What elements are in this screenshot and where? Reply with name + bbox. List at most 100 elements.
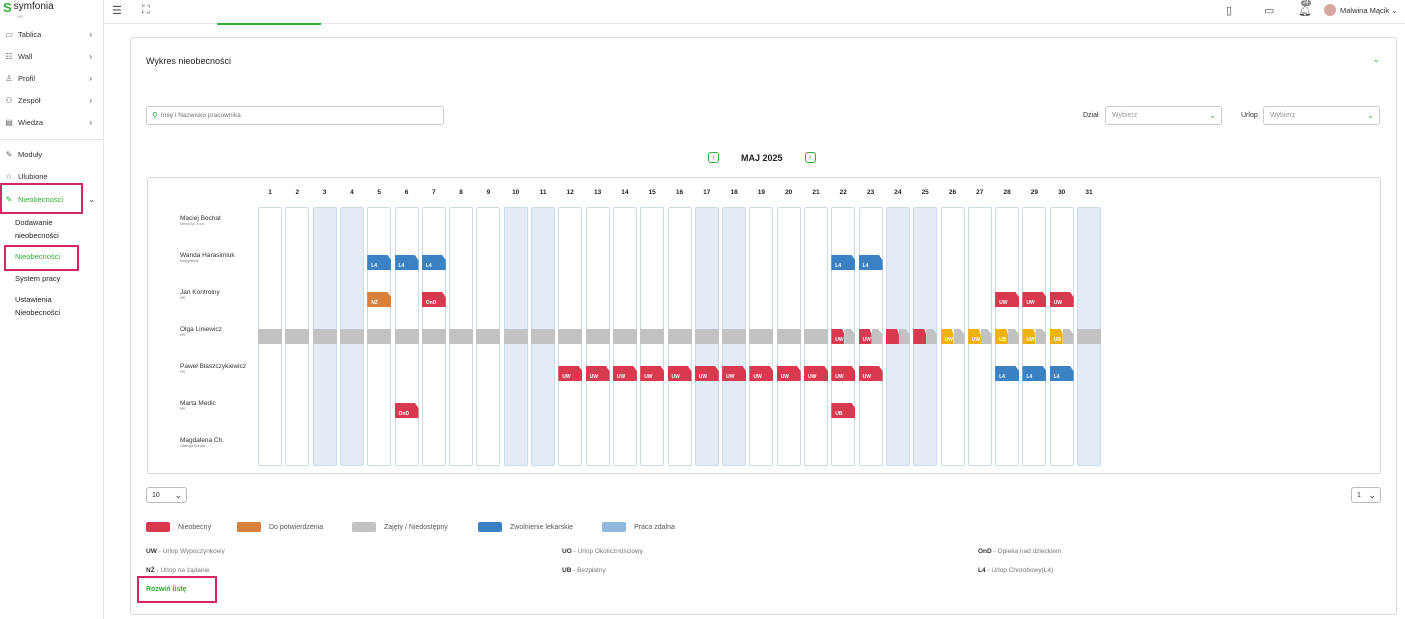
page-select[interactable]: 1 ⌄ (1351, 487, 1381, 503)
sidebar-item-wiedza[interactable]: ▤ Wiedza › (0, 114, 104, 130)
message-icon[interactable]: ▭ (1264, 5, 1275, 17)
dept-select[interactable]: Wybierz ⌄ (1105, 106, 1222, 125)
prev-month-button[interactable]: ‹ (708, 152, 719, 163)
search-input[interactable] (160, 112, 431, 119)
absence-bar[interactable]: L4 (858, 255, 883, 270)
absence-bar[interactable]: UW (640, 366, 665, 381)
absence-bar[interactable] (667, 329, 692, 344)
absence-bar[interactable] (1062, 329, 1074, 344)
sidebar-item-nieobecnosci[interactable]: ✎ Nieobecności ⌄ (0, 191, 104, 207)
absence-bar[interactable] (558, 329, 583, 344)
bell-icon[interactable]: 🔔︎ (1298, 5, 1312, 17)
absence-bar[interactable] (585, 329, 610, 344)
absence-bar[interactable]: L4 (367, 255, 392, 270)
absence-bar[interactable]: UW (831, 329, 845, 344)
absence-bar[interactable]: UB (995, 329, 1009, 344)
sidebar-item-zespol[interactable]: ⚇ Zespół › (0, 92, 104, 108)
absence-bar[interactable]: UW (585, 366, 610, 381)
sidebar-divider (0, 139, 103, 140)
sidebar-item-ulubione[interactable]: ☆ Ulubione (0, 168, 104, 184)
absence-bar[interactable]: OnD (394, 403, 419, 418)
subitem-ustawienia[interactable]: Ustawienia Nieobecności (15, 295, 61, 317)
absence-bar[interactable] (367, 329, 392, 344)
absence-bar[interactable]: UB (1049, 329, 1063, 344)
page-size-select[interactable]: 10 ⌄ (146, 487, 187, 503)
absence-bar[interactable] (612, 329, 637, 344)
absence-bar[interactable] (885, 329, 899, 344)
absence-bar[interactable] (449, 329, 474, 344)
absence-bar[interactable]: UW (1022, 329, 1036, 344)
absence-bar[interactable] (312, 329, 337, 344)
absence-bar[interactable]: UW (612, 366, 637, 381)
absence-bar[interactable]: UW (858, 329, 872, 344)
absence-bar[interactable] (1077, 329, 1101, 344)
absence-bar[interactable]: UW (804, 366, 828, 381)
absence-bar[interactable]: NŻ (367, 292, 392, 307)
absence-bar[interactable] (339, 329, 364, 344)
absence-bar[interactable]: UW (749, 366, 774, 381)
absence-bar[interactable] (926, 329, 938, 344)
sidebar-item-moduly[interactable]: ✎ Moduły (0, 146, 104, 162)
absence-bar[interactable] (531, 329, 555, 344)
sidebar-item-tablica[interactable]: ▭ Tablica › (0, 26, 104, 42)
absence-bar[interactable]: UW (858, 366, 883, 381)
fullscreen-icon[interactable]: ⛶ (142, 4, 150, 16)
absence-bar[interactable] (503, 329, 528, 344)
abbr-desc: - Urlop Wypoczynkowy (156, 548, 225, 555)
absence-bar[interactable] (913, 329, 927, 344)
absence-bar[interactable] (844, 329, 856, 344)
absence-bar[interactable] (694, 329, 719, 344)
absence-bar[interactable]: UB (831, 403, 856, 418)
clipboard-icon[interactable]: ▯ (1226, 5, 1233, 17)
absence-bar[interactable]: L4 (421, 255, 446, 270)
absence-bar[interactable] (394, 329, 419, 344)
sidebar-item-wall[interactable]: ☷ Wall › (0, 48, 104, 64)
employee-search[interactable]: ⚲ (146, 106, 444, 125)
absence-bar[interactable]: L4 (831, 255, 856, 270)
absence-bar[interactable] (980, 329, 992, 344)
absence-bar[interactable]: UW (995, 292, 1020, 307)
absence-bar[interactable] (640, 329, 665, 344)
leave-select[interactable]: Wybierz ⌄ (1263, 106, 1380, 125)
absence-bar[interactable] (871, 329, 883, 344)
chevron-right-icon: › (89, 117, 92, 127)
absence-bar[interactable] (749, 329, 774, 344)
expand-list-link[interactable]: Rozwiń listę (146, 586, 187, 593)
absence-bar[interactable]: L4 (394, 255, 419, 270)
symfonia-logo[interactable]: S symfonia HR (3, 1, 54, 20)
hamburger-menu-icon[interactable]: ☰ (112, 5, 122, 17)
absence-bar[interactable]: UW (831, 366, 856, 381)
absence-bar[interactable]: L4 (1022, 366, 1047, 381)
absence-bar[interactable] (258, 329, 282, 344)
absence-bar[interactable]: UW (722, 366, 747, 381)
absence-bar[interactable] (285, 329, 310, 344)
sidebar-item-label: Profil (18, 73, 36, 83)
absence-bar[interactable] (804, 329, 828, 344)
absence-bar[interactable]: OnD (421, 292, 446, 307)
absence-bar[interactable]: UW (940, 329, 954, 344)
absence-bar[interactable]: UW (558, 366, 583, 381)
absence-bar[interactable] (1035, 329, 1047, 344)
absence-bar[interactable]: UW (1049, 292, 1074, 307)
subitem-nieobecnosci[interactable]: Nieobecności (15, 252, 61, 261)
absence-bar[interactable]: UW (776, 366, 801, 381)
subitem-system-pracy[interactable]: System pracy (15, 274, 61, 283)
subitem-dodawanie[interactable]: Dodawanie nieobecności (15, 218, 59, 240)
user-menu[interactable]: Malwina Mącik ⌄ (1324, 4, 1397, 16)
absence-bar[interactable] (476, 329, 501, 344)
absence-bar[interactable]: UW (1022, 292, 1047, 307)
absence-bar[interactable] (776, 329, 801, 344)
absence-bar[interactable]: UW (694, 366, 719, 381)
sidebar-item-profil[interactable]: ♙ Profil › (0, 70, 104, 86)
absence-bar[interactable]: L4 (995, 366, 1020, 381)
absence-bar[interactable] (722, 329, 747, 344)
next-month-button[interactable]: › (804, 152, 816, 163)
absence-bar[interactable] (1008, 329, 1020, 344)
absence-bar[interactable]: UW (967, 329, 981, 344)
absence-bar[interactable]: UW (667, 366, 692, 381)
absence-bar[interactable] (953, 329, 965, 344)
absence-bar[interactable] (898, 329, 910, 344)
absence-bar[interactable] (421, 329, 446, 344)
collapse-chevron-icon[interactable]: ⌄ (1372, 54, 1380, 64)
absence-bar[interactable]: L4 (1049, 366, 1074, 381)
